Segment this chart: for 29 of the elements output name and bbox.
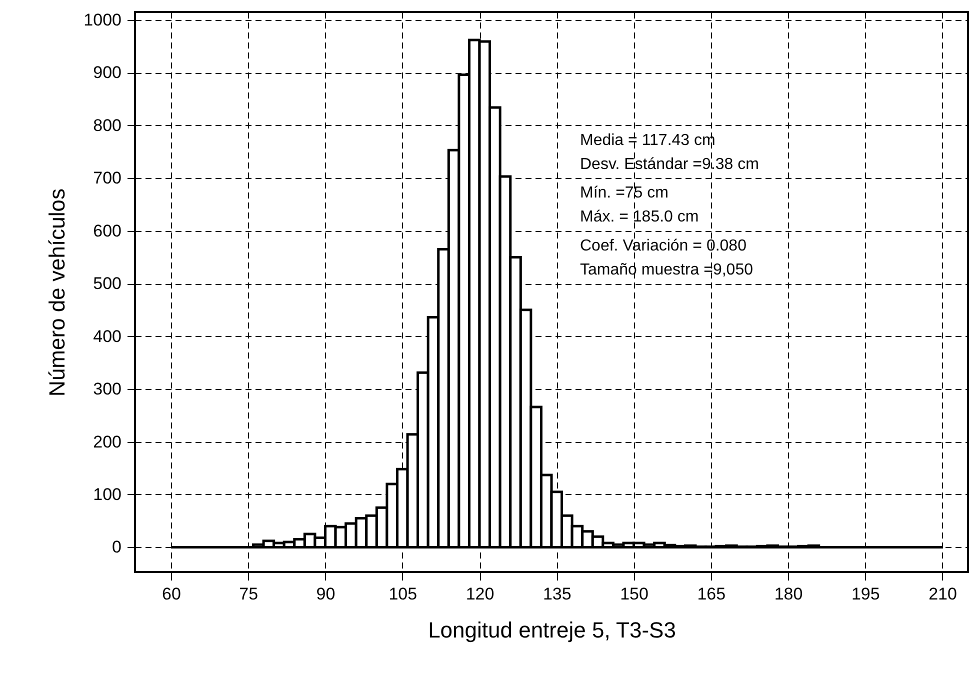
y-tick-label: 200	[93, 432, 122, 452]
y-tick-label: 700	[93, 168, 122, 188]
x-tick-label: 60	[162, 584, 181, 604]
y-tick-label: 800	[93, 116, 122, 135]
x-tick-label: 105	[388, 584, 418, 604]
y-tick-label: 600	[93, 221, 122, 240]
x-tick-label: 120	[466, 584, 494, 604]
annotation: Desv. Estándar =9.38 cm	[580, 156, 759, 173]
x-tick-label: 150	[620, 584, 648, 604]
annotation: Máx. = 185.0 cm	[580, 208, 699, 226]
y-tick-label: 100	[93, 484, 122, 504]
x-tick-label: 90	[316, 584, 336, 604]
x-axis-title: Longitud entreje 5, T3-S3	[428, 618, 676, 642]
x-tick-label: 135	[542, 584, 572, 604]
y-tick-label: 0	[112, 538, 122, 557]
y-tick-label: 400	[93, 326, 122, 346]
x-tick-label: 165	[697, 584, 726, 604]
x-tick-label: 195	[851, 584, 880, 604]
x-tick-label: 75	[239, 584, 258, 604]
annotation: Coef. Variación = 0.080	[580, 237, 747, 254]
annotation: Mín. =75 cm	[580, 184, 668, 202]
y-tick-label: 500	[93, 274, 122, 294]
annotation: Tamaño muestra =9,050	[580, 261, 754, 278]
y-axis-title: Número de vehículos	[44, 188, 70, 396]
y-tick-label: 900	[93, 63, 122, 82]
x-tick-label: 180	[774, 584, 803, 604]
y-tick-label: 1000	[84, 10, 122, 30]
x-tick-label: 210	[928, 584, 957, 604]
y-tick-label: 300	[93, 380, 122, 399]
